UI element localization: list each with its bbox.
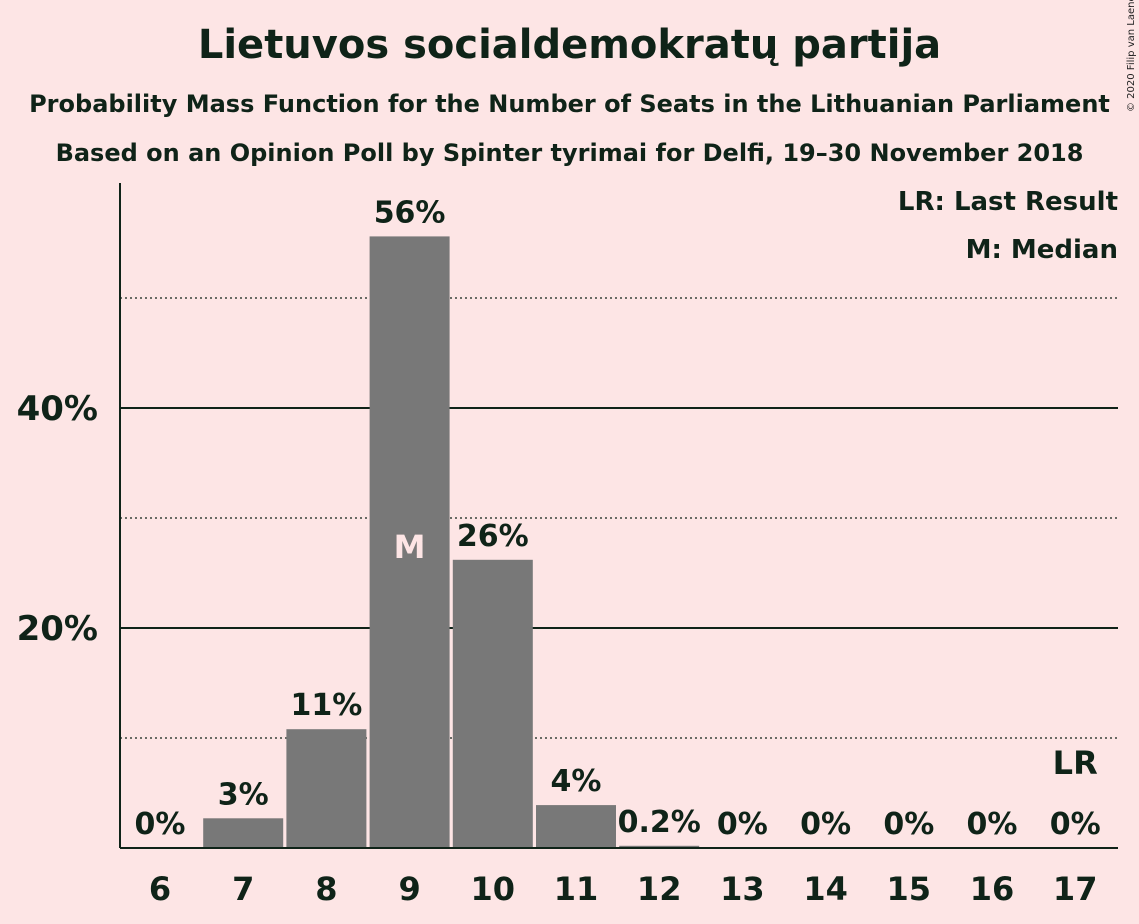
x-tick-label: 9 bbox=[398, 870, 420, 908]
bar bbox=[452, 559, 533, 848]
bar-value-label: 56% bbox=[374, 195, 446, 230]
bar-value-label: 0% bbox=[967, 807, 1018, 842]
chart-subtitle: Probability Mass Function for the Number… bbox=[29, 90, 1110, 118]
bar bbox=[286, 729, 367, 848]
bar-value-label: 0% bbox=[717, 807, 768, 842]
legend-entry: LR: Last Result bbox=[898, 187, 1118, 217]
bar bbox=[619, 845, 700, 848]
x-tick-label: 13 bbox=[720, 870, 765, 908]
y-tick-label: 40% bbox=[17, 389, 98, 429]
x-tick-label: 6 bbox=[149, 870, 171, 908]
bar-value-label: 0.2% bbox=[618, 805, 701, 840]
chart-subtitle-source: Based on an Opinion Poll by Spinter tyri… bbox=[55, 139, 1084, 167]
x-tick-label: 17 bbox=[1053, 870, 1098, 908]
bar-value-label: 0% bbox=[135, 807, 186, 842]
x-tick-label: 10 bbox=[471, 870, 516, 908]
bar bbox=[369, 236, 450, 848]
x-tick-label: 7 bbox=[232, 870, 254, 908]
x-tick-label: 8 bbox=[315, 870, 337, 908]
bar bbox=[536, 805, 616, 848]
bar bbox=[203, 818, 284, 848]
x-tick-label: 12 bbox=[637, 870, 682, 908]
x-tick-label: 16 bbox=[970, 870, 1015, 908]
chart-title: Lietuvos socialdemokratų partija bbox=[197, 22, 942, 68]
y-tick-label: 20% bbox=[17, 609, 98, 649]
median-marker: M bbox=[394, 528, 426, 566]
bar-value-label: 0% bbox=[800, 807, 851, 842]
bar-value-label: 3% bbox=[218, 777, 269, 812]
last-result-marker: LR bbox=[1053, 744, 1098, 782]
x-tick-label: 15 bbox=[887, 870, 932, 908]
bar-value-label: 26% bbox=[457, 519, 529, 554]
x-tick-label: 11 bbox=[554, 870, 599, 908]
bar-value-label: 0% bbox=[1050, 807, 1101, 842]
x-tick-label: 14 bbox=[803, 870, 848, 908]
legend-entry: M: Median bbox=[966, 235, 1118, 265]
bar-value-label: 0% bbox=[883, 807, 934, 842]
bar-value-label: 11% bbox=[290, 688, 362, 723]
bar-value-label: 4% bbox=[551, 764, 602, 799]
